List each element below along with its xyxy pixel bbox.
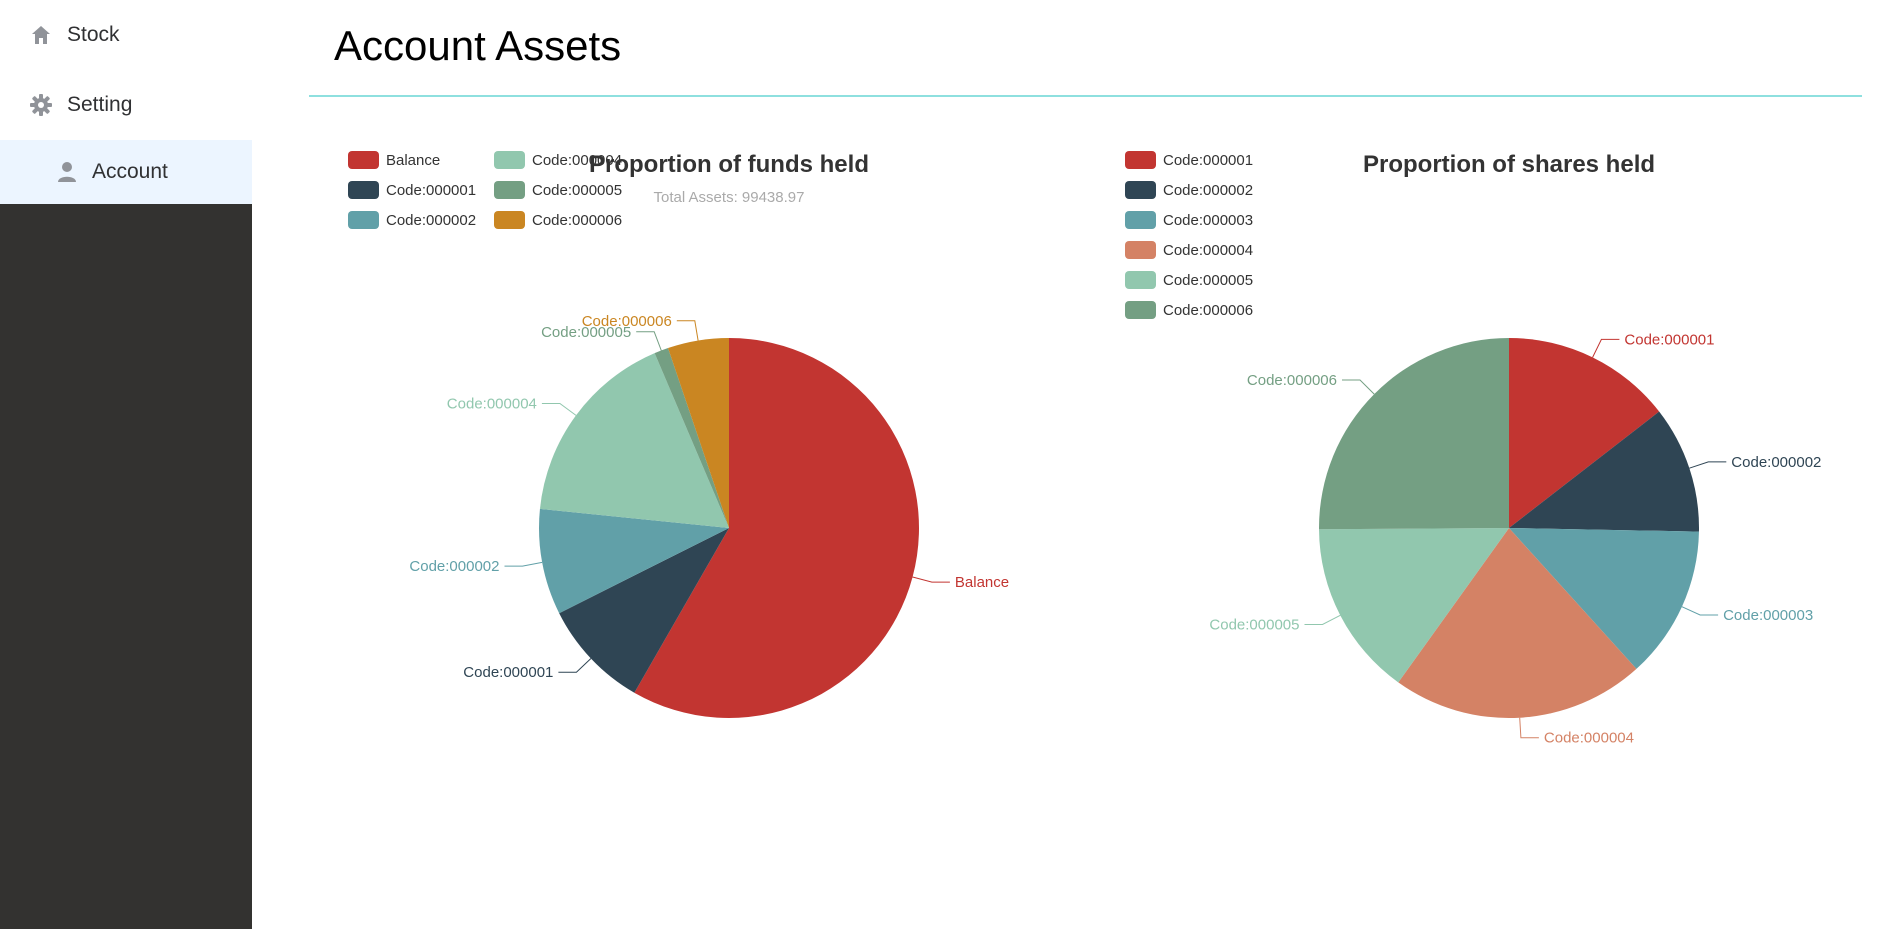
home-icon bbox=[30, 24, 52, 46]
pie-slice-code-000005[interactable] bbox=[1319, 528, 1509, 683]
pie-slice-code-000001[interactable] bbox=[559, 528, 729, 693]
slice-label-code-000002: Code:000002 bbox=[409, 558, 499, 575]
slice-label-code-000001: Code:000001 bbox=[463, 664, 553, 681]
slice-label-code-000002: Code:000002 bbox=[1731, 454, 1821, 471]
legend-label-code-000005[interactable]: Code:000005 bbox=[1163, 272, 1253, 289]
legend-swatch-code-000004[interactable] bbox=[1125, 241, 1156, 259]
legend-swatch-code-000006[interactable] bbox=[1125, 301, 1156, 319]
label-line-code-000005 bbox=[1304, 614, 1341, 625]
sidebar-item-label: Stock bbox=[67, 23, 120, 46]
slice-label-code-000006: Code:000006 bbox=[1247, 372, 1337, 389]
legend-label-code-000001[interactable]: Code:000001 bbox=[386, 182, 476, 199]
pie-slice-code-000006[interactable] bbox=[668, 338, 729, 528]
legend-swatch-code-000006[interactable] bbox=[494, 211, 525, 229]
label-line-code-000006 bbox=[676, 320, 699, 341]
legend-label-code-000005[interactable]: Code:000005 bbox=[532, 182, 622, 199]
sidebar-item-stock[interactable]: Stock bbox=[0, 0, 252, 70]
sidebar-item-setting[interactable]: Setting bbox=[0, 70, 252, 140]
sidebar-menu: Stock bbox=[0, 0, 252, 204]
label-line-code-000002 bbox=[504, 561, 543, 567]
legend-label-code-000006[interactable]: Code:000006 bbox=[532, 212, 622, 229]
label-line-code-000003 bbox=[1681, 606, 1719, 616]
label-line-code-000001 bbox=[1592, 338, 1620, 358]
legend-swatch-code-000001[interactable] bbox=[348, 181, 379, 199]
sidebar-item-label: Account bbox=[92, 160, 168, 183]
slice-label-code-000005: Code:000005 bbox=[541, 324, 631, 341]
legend-label-code-000002[interactable]: Code:000002 bbox=[386, 212, 476, 229]
legend-swatch-balance[interactable] bbox=[348, 151, 379, 169]
label-line-code-000006 bbox=[1342, 379, 1375, 395]
legend-swatch-code-000002[interactable] bbox=[1125, 181, 1156, 199]
slice-label-code-000005: Code:000005 bbox=[1209, 617, 1299, 634]
chart-title: Proportion of funds held bbox=[589, 151, 869, 178]
slice-label-code-000006: Code:000006 bbox=[582, 313, 672, 330]
chart-title: Proportion of shares held bbox=[1363, 151, 1655, 178]
pie-slice-code-000002[interactable] bbox=[1509, 411, 1700, 532]
legend-swatch-code-000005[interactable] bbox=[1125, 271, 1156, 289]
legend-label-code-000004[interactable]: Code:000004 bbox=[532, 152, 622, 169]
legend-swatch-code-000005[interactable] bbox=[494, 181, 525, 199]
sidebar: Stock bbox=[0, 0, 252, 929]
legend-label-code-000003[interactable]: Code:000003 bbox=[1163, 212, 1253, 229]
slice-label-code-000004: Code:000004 bbox=[1544, 730, 1634, 747]
pie-slice-balance[interactable] bbox=[634, 338, 920, 719]
slice-label-code-000001: Code:000001 bbox=[1624, 331, 1714, 348]
gear-icon bbox=[30, 94, 52, 116]
legend-swatch-code-000003[interactable] bbox=[1125, 211, 1156, 229]
title-divider bbox=[309, 95, 1862, 97]
legend-swatch-code-000002[interactable] bbox=[348, 211, 379, 229]
pie-slice-code-000004[interactable] bbox=[1398, 528, 1637, 718]
legend-swatch-code-000004[interactable] bbox=[494, 151, 525, 169]
user-icon bbox=[56, 161, 78, 183]
label-line-balance bbox=[912, 576, 950, 583]
page-title: Account Assets bbox=[334, 22, 622, 69]
slice-label-code-000004: Code:000004 bbox=[447, 396, 537, 413]
label-line-code-000002 bbox=[1689, 461, 1727, 469]
legend-swatch-code-000001[interactable] bbox=[1125, 151, 1156, 169]
sidebar-item-label: Setting bbox=[67, 93, 133, 116]
sidebar-item-account[interactable]: Account bbox=[0, 140, 252, 204]
label-line-code-000005 bbox=[636, 331, 662, 351]
legend-label-code-000002[interactable]: Code:000002 bbox=[1163, 182, 1253, 199]
pie-slice-code-000004[interactable] bbox=[539, 353, 729, 528]
pie-slice-code-000001[interactable] bbox=[1509, 338, 1660, 528]
chart-subtitle: Total Assets: 99438.97 bbox=[654, 189, 805, 206]
pie-slice-code-000003[interactable] bbox=[1509, 528, 1699, 669]
label-line-code-000004 bbox=[541, 403, 577, 416]
label-line-code-000001 bbox=[558, 658, 592, 673]
legend-label-code-000001[interactable]: Code:000001 bbox=[1163, 152, 1253, 169]
pie-slice-code-000002[interactable] bbox=[539, 508, 729, 614]
legend-label-code-000004[interactable]: Code:000004 bbox=[1163, 242, 1253, 259]
main-content: Account Assets Balance Code:000001 Code:00… bbox=[252, 0, 1892, 929]
pie-slice-code-000005[interactable] bbox=[654, 348, 729, 528]
legend-label-balance[interactable]: Balance bbox=[386, 152, 440, 169]
charts-canvas: Balance Code:000001 Code:000002 Code:000004… bbox=[348, 151, 1821, 747]
pie-slice-code-000006[interactable] bbox=[1318, 338, 1509, 530]
slice-label-code-000003: Code:000003 bbox=[1723, 607, 1813, 624]
label-line-code-000004 bbox=[1519, 717, 1539, 739]
legend-label-code-000006[interactable]: Code:000006 bbox=[1163, 302, 1253, 319]
slice-label-balance: Balance bbox=[955, 574, 1009, 591]
